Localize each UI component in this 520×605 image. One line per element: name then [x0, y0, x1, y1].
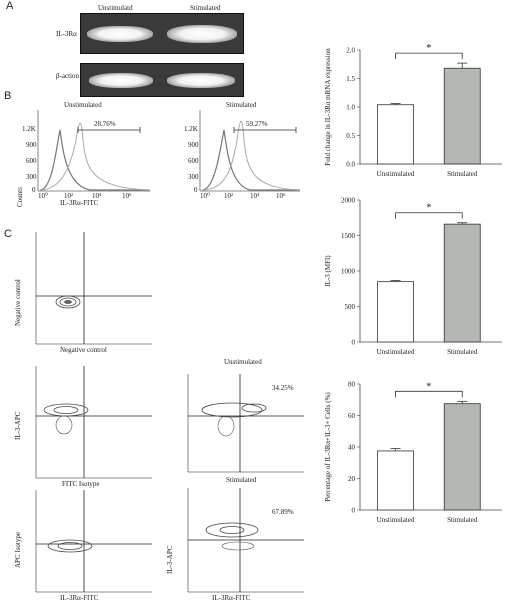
x-tick-label: Stimulated [447, 348, 478, 356]
stim-xlabel: IL-3Rα-FITC [212, 594, 251, 602]
dotplot-fitc-isotype [35, 366, 152, 479]
significance-bracket [395, 52, 463, 60]
x-tick-label: Stimulated [447, 516, 478, 524]
hist-ytick: 0 [194, 186, 198, 194]
stim-pct: 67.89% [272, 508, 294, 516]
hist-xtick: 10⁰ [38, 192, 48, 200]
iso1-xlabel: FITC Isotype [62, 480, 100, 488]
x-tick-label: Unstimulated [377, 348, 415, 356]
significance-star: * [426, 203, 431, 214]
hist-ytick: 300 [26, 173, 37, 181]
dotplot-unstimulated [187, 374, 304, 473]
y-axis-label: IL-3 (MFI) [324, 255, 332, 287]
bar [443, 403, 481, 511]
y-tick-label: 0 [352, 507, 356, 515]
y-tick-label: 0.5 [346, 132, 355, 140]
y-tick-label: 2.0 [346, 47, 355, 55]
gel-band [87, 26, 153, 42]
x-tick-label: Unstimulated [377, 516, 415, 524]
hist-xtick: 10² [224, 192, 234, 200]
hist-right-title: Stimulated [226, 101, 257, 109]
hist-left-title: Unstimulated [64, 101, 102, 109]
y-tick-label: 2000 [341, 197, 356, 205]
iso2-xlabel: IL-3Rα-FITC [60, 594, 99, 602]
hist-xtick: 10⁴ [250, 192, 260, 200]
hist-ytick: 600 [188, 157, 199, 165]
histogram-sample-curve [39, 122, 151, 191]
gel-row2-label: β-action [56, 72, 79, 80]
unstim-title: Unstimulated [224, 358, 262, 366]
stim-title: Stimulated [226, 476, 257, 484]
gel-col-right-label: Stimulated [190, 4, 221, 12]
y-tick-label: 1.5 [346, 75, 355, 83]
significance-star: * [426, 43, 431, 54]
hist-ytick: 900 [26, 141, 37, 149]
y-axis-label: Percentage of IL-3Rα+IL-3+ Cells (%) [324, 392, 332, 502]
hist-ytick: 1.2K [22, 125, 36, 133]
neg-xlabel: Negative control [60, 346, 107, 354]
histogram-isotype-curve [39, 129, 150, 191]
dotplot-stimulated [187, 488, 304, 593]
hist-xtick: 10² [64, 192, 74, 200]
y-axis-label: Fold change in IL-3Rα mRNA expression [324, 48, 332, 166]
hist-ytick: 300 [188, 173, 199, 181]
y-tick-label: 1.0 [346, 104, 355, 112]
y-tick-label: 500 [345, 303, 356, 311]
bar [443, 223, 481, 343]
y-tick-label: 80 [348, 381, 356, 389]
panel-label-a: A [6, 0, 14, 12]
hist-xtick: 10⁶ [276, 192, 286, 200]
hist-left-pct: 28.76% [94, 120, 116, 128]
gel-image-il3ra [80, 13, 244, 54]
x-tick-label: Unstimulated [377, 170, 415, 178]
gel-band [167, 25, 237, 43]
hist-xtick: 10⁶ [122, 192, 132, 200]
significance-bracket [395, 212, 463, 219]
y-tick-label: 60 [348, 412, 356, 420]
hist-xtick: 10⁰ [200, 192, 210, 200]
hist-ytick: 900 [188, 141, 199, 149]
bar [377, 450, 414, 511]
significance-bracket [395, 390, 463, 398]
gel-col-left-label: Unstimulatd [98, 4, 133, 12]
y-tick-label: 1000 [341, 268, 356, 276]
significance-star: * [426, 381, 431, 392]
hist-xtick: 10⁴ [92, 192, 102, 200]
y-tick-label: 20 [348, 475, 356, 483]
histogram-left [37, 110, 151, 192]
bar [377, 104, 414, 165]
bar [377, 281, 414, 343]
histogram-plots [37, 110, 301, 192]
y-tick-label: 40 [348, 444, 356, 452]
dotplot-apc-isotype [35, 490, 152, 593]
y-tick-label: 1500 [341, 232, 356, 240]
hist-ytick: 0 [32, 186, 36, 194]
y-tick-label: 0 [352, 339, 356, 347]
gel-band [167, 73, 235, 88]
gel-band [89, 73, 153, 88]
gel-row1-label: IL-3Rα [56, 30, 77, 38]
dotplot-negative-control [35, 232, 152, 345]
dot-plot-frames [35, 232, 304, 593]
y-tick-label: 0.0 [346, 161, 355, 169]
gel-image-actin [80, 63, 244, 97]
hist-ytick: 600 [26, 157, 37, 165]
panel-label-b: B [4, 90, 12, 102]
hist-ytick: 1.2K [184, 125, 198, 133]
hist-right-pct: 59.27% [246, 120, 268, 128]
histogram-right [199, 110, 301, 192]
panel-label-c: C [4, 228, 12, 240]
bar [443, 67, 481, 165]
x-tick-label: Stimulated [447, 170, 478, 178]
unstim-pct: 34.25% [272, 384, 294, 392]
hist-xlabel: IL-3Rα-FITC [60, 199, 99, 207]
